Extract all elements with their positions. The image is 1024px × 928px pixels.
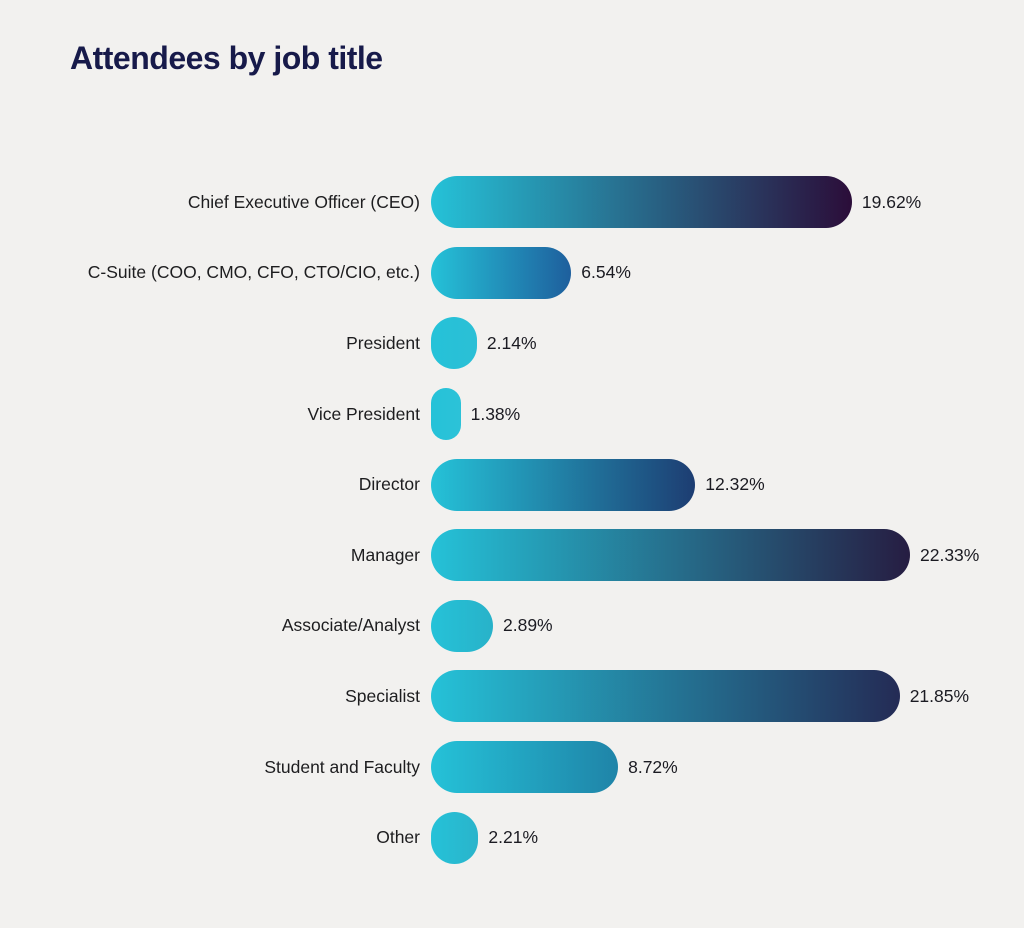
bar [431,317,477,370]
bar-value: 22.33% [920,544,980,565]
bar-row: Director 12.32% [0,449,1024,520]
bar-row: Associate/Analyst 2.89% [0,591,1024,662]
bar-label: C-Suite (COO, CMO, CFO, CTO/CIO, etc.) [87,262,420,283]
bar [431,176,852,229]
bar-row: Chief Executive Officer (CEO) 19.62% [0,167,1024,238]
bar-track: 21.85% [431,670,1024,723]
bar-track: 6.54% [431,246,1024,299]
bar-row: Other 2.21% [0,802,1024,873]
bar-label: Vice President [307,403,420,424]
bar-row: Manager 22.33% [0,520,1024,591]
bar [431,246,572,299]
bar-row: Student and Faculty 8.72% [0,732,1024,803]
bar-value: 2.89% [503,615,553,636]
bar [431,599,493,652]
bar-row: C-Suite (COO, CMO, CFO, CTO/CIO, etc.) 6.… [0,238,1024,309]
bar-label: Manager [350,544,420,565]
bar-label: Chief Executive Officer (CEO) [187,191,420,212]
bar-chart: Chief Executive Officer (CEO) 19.62% C-Sui… [0,167,1024,873]
bar-track: 22.33% [431,529,1024,582]
bar-track: 12.32% [431,458,1024,511]
bar-track: 2.21% [431,811,1024,864]
bar-track: 2.89% [431,599,1024,652]
bar-value: 1.38% [470,403,521,424]
bar-track: 8.72% [431,741,1024,794]
bar [431,741,619,794]
bar [431,458,696,511]
bar [431,388,461,441]
bar [431,670,900,723]
bar-value: 21.85% [909,685,970,706]
bar-value: 12.32% [705,474,765,495]
bar-label: Student and Faculty [264,756,420,777]
bar-label: President [346,332,420,353]
page-title: Attendees by job title [70,40,383,76]
bar-label: Director [358,474,420,495]
bar-value: 6.54% [581,262,631,283]
bar-label: Other [376,827,420,848]
bar-value: 2.21% [488,827,539,848]
bar-row: Specialist 21.85% [0,661,1024,732]
bar-track: 2.14% [431,317,1024,370]
bar-value: 8.72% [628,756,678,777]
bar-track: 19.62% [431,176,1024,229]
bar-row: Vice President 1.38% [0,379,1024,450]
bar-track: 1.38% [431,388,1024,441]
bar-value: 2.14% [486,332,537,353]
bar-label: Specialist [345,685,420,706]
bar [431,529,910,582]
bar-value: 19.62% [861,191,922,212]
bar-row: President 2.14% [0,308,1024,379]
bar [431,811,479,864]
bar-label: Associate/Analyst [281,615,420,636]
